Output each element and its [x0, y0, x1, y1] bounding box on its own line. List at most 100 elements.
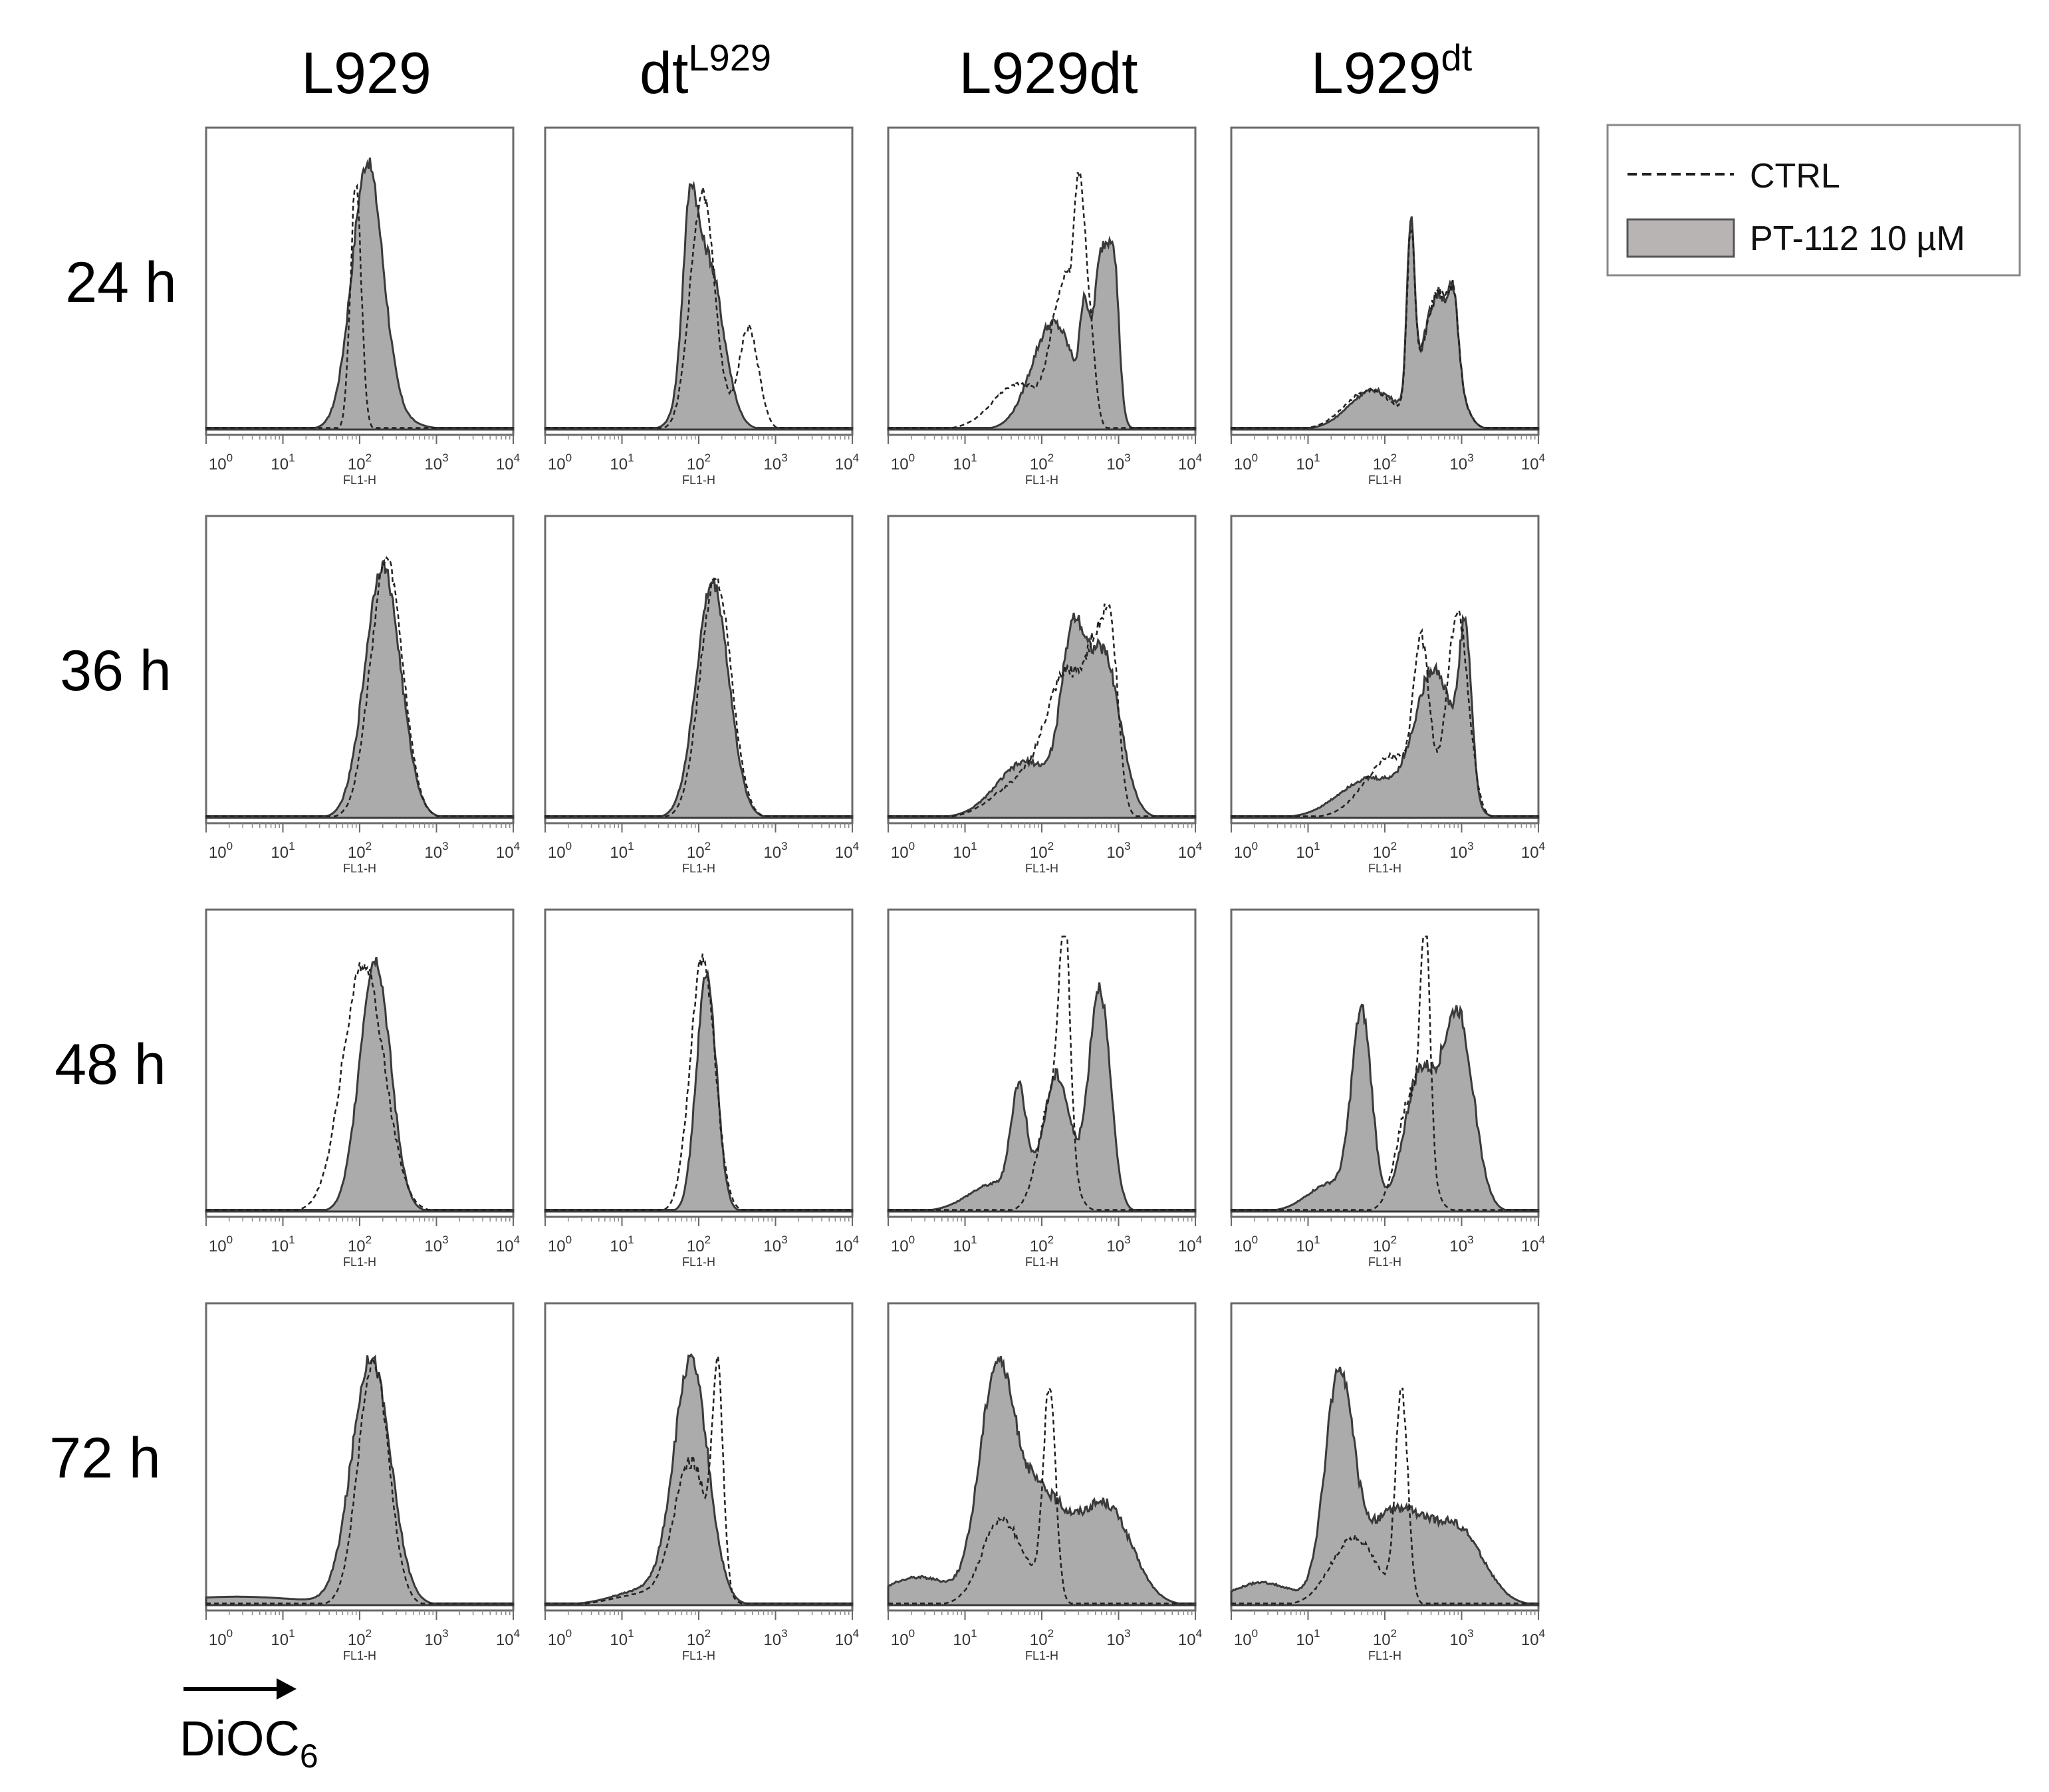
x-tick-label: 104: [1178, 840, 1202, 862]
row-label-2: 36 h: [60, 639, 171, 703]
histogram-panels: 100 101 102 103 104 FL1-H 100 101 102 103 104 FL1-H…: [205, 126, 1545, 1662]
panel-2-3: 100 101 102 103 104 FL1-H: [887, 515, 1202, 875]
x-tick-label: 103: [1449, 840, 1473, 862]
panel-3-4: 100 101 102 103 104 FL1-H: [1230, 908, 1545, 1269]
x-tick-label: 103: [1449, 1627, 1473, 1649]
x-tick-label: 102: [687, 451, 711, 473]
ctrl-histogram: [206, 962, 513, 1211]
x-tick-label: 104: [1178, 451, 1202, 473]
panel-2-1: 100 101 102 103 104 FL1-H: [205, 515, 520, 875]
x-tick-label: 103: [763, 1627, 787, 1649]
x-tick-label: 101: [1296, 451, 1320, 473]
column-header-1: L929: [301, 40, 431, 106]
x-tick-label: 101: [610, 840, 634, 862]
x-axis-label: FL1-H: [1025, 862, 1058, 875]
ctrl-histogram: [545, 187, 852, 429]
ctrl-histogram: [888, 603, 1195, 817]
x-tick-label: 102: [1030, 840, 1054, 862]
x-axis-label: FL1-H: [682, 1649, 715, 1662]
x-tick-label: 104: [1178, 1627, 1202, 1649]
x-tick-label: 103: [763, 1233, 787, 1255]
x-tick-label: 104: [1521, 1627, 1545, 1649]
x-tick-label: 101: [1296, 1627, 1320, 1649]
x-tick-label: 104: [835, 451, 859, 473]
x-tick-label: 100: [891, 1627, 915, 1649]
legend-treated-label: PT-112 10 µM: [1750, 219, 1965, 258]
ctrl-histogram: [1231, 936, 1538, 1211]
x-axis-label: FL1-H: [343, 1649, 376, 1662]
x-axis-ticks: 100 101 102 103 104: [205, 435, 520, 473]
x-tick-label: 104: [835, 1233, 859, 1255]
x-tick-label: 104: [835, 1627, 859, 1649]
x-tick-label: 103: [1449, 451, 1473, 473]
x-tick-label: 103: [763, 840, 787, 862]
x-tick-label: 103: [424, 840, 448, 862]
panel-1-3: 100 101 102 103 104 FL1-H: [887, 126, 1202, 487]
ctrl-histogram: [888, 936, 1195, 1211]
x-axis-ticks: 100 101 102 103 104: [1231, 1610, 1545, 1649]
ctrl-histogram: [888, 1385, 1195, 1604]
x-tick-label: 100: [209, 1233, 233, 1255]
column-headers: L929 dtL929 L929dt L929dt: [301, 37, 1473, 106]
panel-1-2: 100 101 102 103 104 FL1-H: [544, 126, 859, 487]
x-tick-label: 101: [610, 451, 634, 473]
x-tick-label: 104: [1521, 840, 1545, 862]
x-axis-ticks: 100 101 102 103 104: [888, 823, 1202, 862]
x-tick-label: 103: [424, 1627, 448, 1649]
ctrl-histogram: [1231, 609, 1538, 817]
legend-ctrl-label: CTRL: [1750, 157, 1840, 195]
treated-histogram: [205, 1354, 515, 1606]
x-tick-label: 101: [953, 451, 977, 473]
x-tick-label: 100: [548, 451, 572, 473]
x-axis-ticks: 100 101 102 103 104: [888, 1610, 1202, 1649]
x-tick-label: 103: [1106, 1233, 1130, 1255]
axis-arrow-head: [277, 1678, 297, 1700]
x-tick-label: 103: [424, 451, 448, 473]
x-tick-label: 101: [271, 451, 295, 473]
column-header-2: dtL929: [640, 37, 771, 106]
x-tick-label: 100: [891, 1233, 915, 1255]
column-header-4: L929dt: [1311, 37, 1473, 106]
panel-3-2: 100 101 102 103 104 FL1-H: [544, 908, 859, 1269]
x-axis-ticks: 100 101 102 103 104: [205, 1217, 520, 1255]
x-tick-label: 101: [953, 1233, 977, 1255]
x-axis-label: FL1-H: [1025, 1255, 1058, 1269]
ctrl-histogram: [545, 575, 852, 817]
x-tick-label: 102: [1030, 451, 1054, 473]
x-axis-ticks: 100 101 102 103 104: [888, 435, 1202, 473]
x-axis-label: FL1-H: [1368, 1255, 1401, 1269]
x-axis-label: FL1-H: [682, 473, 715, 487]
ctrl-histogram: [1231, 1387, 1538, 1604]
x-tick-label: 100: [1234, 451, 1258, 473]
ctrl-histogram: [888, 170, 1195, 429]
x-axis-label: FL1-H: [343, 862, 376, 875]
x-tick-label: 102: [687, 1627, 711, 1649]
x-tick-label: 101: [953, 840, 977, 862]
column-header-3: L929dt: [959, 40, 1138, 106]
x-tick-label: 100: [1234, 840, 1258, 862]
x-tick-label: 102: [1373, 840, 1397, 862]
ctrl-histogram: [206, 556, 513, 817]
x-tick-label: 101: [1296, 840, 1320, 862]
x-tick-label: 100: [209, 1627, 233, 1649]
x-tick-label: 101: [271, 1233, 295, 1255]
x-tick-label: 102: [348, 840, 372, 862]
x-axis-ticks: 100 101 102 103 104: [544, 1610, 859, 1649]
x-tick-label: 100: [548, 1627, 572, 1649]
x-axis-label: FL1-H: [343, 473, 376, 487]
panel-4-4: 100 101 102 103 104 FL1-H: [1230, 1302, 1545, 1662]
x-tick-label: 104: [835, 840, 859, 862]
x-axis-ticks: 100 101 102 103 104: [888, 1217, 1202, 1255]
panel-2-4: 100 101 102 103 104 FL1-H: [1230, 515, 1545, 875]
x-tick-label: 100: [548, 840, 572, 862]
legend-treated-swatch: [1626, 218, 1735, 258]
x-tick-label: 100: [209, 451, 233, 473]
ctrl-histogram: [206, 1356, 513, 1604]
x-tick-label: 104: [1178, 1233, 1202, 1255]
x-tick-label: 104: [1521, 451, 1545, 473]
x-tick-label: 100: [548, 1233, 572, 1255]
x-axis-ticks: 100 101 102 103 104: [1231, 435, 1545, 473]
x-axis-label: FL1-H: [1368, 473, 1401, 487]
x-tick-label: 100: [891, 451, 915, 473]
